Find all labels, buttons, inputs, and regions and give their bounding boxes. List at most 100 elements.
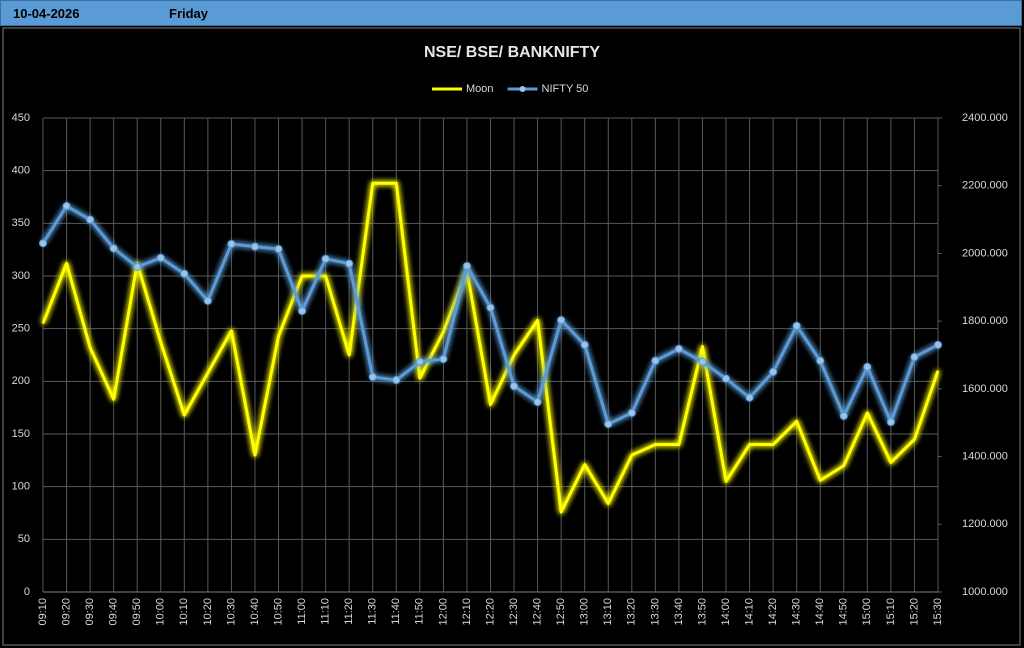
y2-tick-label: 2000.000 <box>962 247 1008 259</box>
y2-tick-label: 1400.000 <box>962 450 1008 462</box>
x-tick-label: 09:40 <box>108 598 120 626</box>
x-tick-label: 14:30 <box>791 598 803 626</box>
point <box>274 245 283 254</box>
point <box>722 374 731 383</box>
x-tick-label: 13:00 <box>579 598 591 626</box>
y-tick-label: 250 <box>12 323 30 335</box>
point <box>510 382 519 391</box>
y-tick-label: 300 <box>12 270 30 282</box>
point <box>298 306 307 315</box>
x-tick-label: 11:50 <box>414 598 426 625</box>
legend-marker <box>519 86 526 92</box>
point <box>934 340 942 349</box>
point <box>698 357 707 366</box>
y-tick-label: 0 <box>24 586 30 598</box>
point <box>203 296 212 305</box>
x-tick-label: 12:10 <box>461 598 473 626</box>
x-tick-label: 10:00 <box>155 598 167 626</box>
header-day: Friday <box>169 6 209 21</box>
point <box>792 321 801 330</box>
y-tick-label: 100 <box>12 481 30 493</box>
y2-tick-label: 1200.000 <box>962 518 1008 530</box>
x-tick-label: 12:50 <box>555 598 567 626</box>
x-tick-label: 10:10 <box>178 598 190 626</box>
point <box>86 215 95 224</box>
y2-tick-label: 1800.000 <box>962 315 1008 327</box>
header-bar: 10-04-2026 Friday <box>0 0 1022 26</box>
x-tick-label: 14:50 <box>838 598 850 626</box>
y2-tick-label: 2200.000 <box>962 180 1008 192</box>
x-tick-label: 09:50 <box>131 598 143 626</box>
x-tick-label: 09:30 <box>84 598 96 626</box>
x-tick-label: 15:20 <box>908 598 920 626</box>
y2-tick-label: 2400.000 <box>962 112 1008 124</box>
x-tick-label: 13:30 <box>649 598 661 626</box>
y-tick-label: 50 <box>18 533 30 545</box>
point <box>250 242 259 251</box>
x-tick-label: 15:30 <box>932 598 944 626</box>
x-tick-label: 10:20 <box>202 598 214 626</box>
y2-tick-label: 1000.000 <box>962 586 1008 598</box>
point <box>839 411 848 420</box>
x-tick-label: 15:00 <box>861 598 873 626</box>
x-tick-label: 12:40 <box>532 598 544 626</box>
x-tick-label: 11:00 <box>296 598 308 625</box>
y-tick-label: 150 <box>12 428 30 440</box>
x-tick-label: 12:00 <box>437 598 449 626</box>
point <box>627 408 636 417</box>
x-tick-label: 09:20 <box>60 598 72 626</box>
point <box>227 239 236 248</box>
x-tick-label: 11:10 <box>320 598 332 625</box>
point <box>321 254 330 263</box>
x-tick-label: 15:10 <box>885 598 897 626</box>
series-line <box>41 181 940 514</box>
point <box>133 262 142 271</box>
x-tick-label: 09:10 <box>37 598 49 626</box>
chart-frame <box>2 27 1021 646</box>
y-tick-label: 450 <box>12 112 30 124</box>
point <box>392 376 401 385</box>
point <box>462 261 471 270</box>
chart-title: NSE/ BSE/ BANKNIFTY <box>424 44 600 61</box>
x-tick-label: 12:20 <box>484 598 496 626</box>
point <box>486 303 495 312</box>
point <box>651 356 660 365</box>
point <box>910 353 919 362</box>
legend-label: NIFTY 50 <box>542 83 589 95</box>
y2-tick-label: 1600.000 <box>962 383 1008 395</box>
x-tick-label: 11:30 <box>367 598 379 625</box>
x-tick-label: 10:30 <box>225 598 237 626</box>
x-tick-label: 11:40 <box>390 598 402 625</box>
legend-label: Moon <box>466 83 494 95</box>
point <box>368 373 377 382</box>
point <box>674 344 683 353</box>
x-tick-label: 14:40 <box>814 598 826 626</box>
x-tick-label: 13:40 <box>673 598 685 626</box>
point <box>863 362 872 371</box>
y-tick-label: 350 <box>12 217 30 229</box>
x-tick-label: 13:20 <box>626 598 638 626</box>
point <box>557 316 566 325</box>
x-tick-label: 14:00 <box>720 598 732 626</box>
point <box>745 393 754 402</box>
point <box>156 253 165 262</box>
x-tick-label: 10:40 <box>249 598 261 626</box>
y-tick-label: 400 <box>12 165 30 177</box>
y-tick-label: 200 <box>12 375 30 387</box>
point <box>415 357 424 366</box>
x-tick-label: 13:50 <box>696 598 708 626</box>
point <box>533 398 542 407</box>
header-date: 10-04-2026 <box>13 6 80 21</box>
point <box>180 269 189 278</box>
x-tick-label: 14:10 <box>743 598 755 626</box>
point <box>62 202 71 211</box>
point <box>109 244 118 253</box>
point <box>816 356 825 365</box>
point <box>345 259 354 268</box>
x-tick-label: 10:50 <box>272 598 284 626</box>
point <box>886 418 895 427</box>
point <box>39 239 47 248</box>
x-tick-label: 13:10 <box>602 598 614 626</box>
